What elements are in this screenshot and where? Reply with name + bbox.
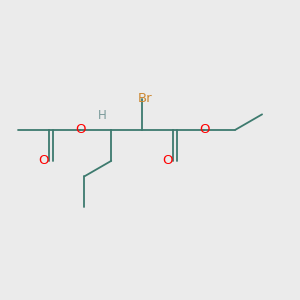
Text: Br: Br <box>138 92 153 105</box>
Text: O: O <box>162 154 173 167</box>
Text: O: O <box>38 154 49 167</box>
Text: O: O <box>199 123 209 136</box>
Text: O: O <box>75 123 86 136</box>
Text: H: H <box>98 110 106 122</box>
